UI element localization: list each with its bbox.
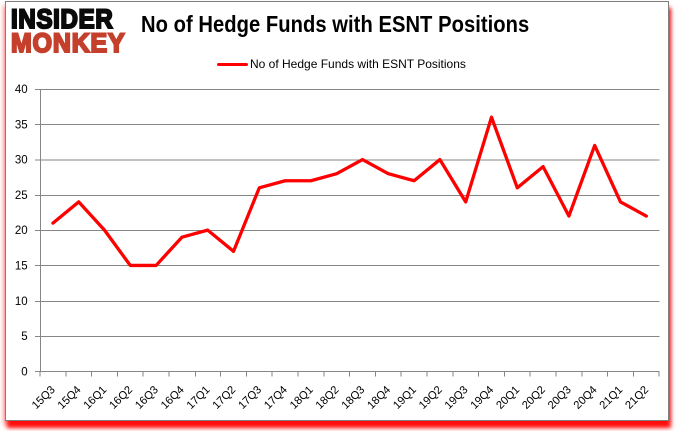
svg-text:18Q3: 18Q3 (339, 384, 367, 412)
svg-text:18Q4: 18Q4 (365, 384, 393, 412)
svg-text:21Q2: 21Q2 (623, 384, 651, 412)
svg-text:17Q3: 17Q3 (236, 384, 264, 412)
svg-text:19Q4: 19Q4 (468, 384, 496, 412)
svg-text:20Q4: 20Q4 (572, 384, 600, 412)
svg-text:16Q3: 16Q3 (133, 384, 161, 412)
svg-text:20Q2: 20Q2 (520, 384, 548, 412)
svg-text:25: 25 (15, 190, 28, 202)
svg-text:17Q2: 17Q2 (210, 384, 238, 412)
svg-text:20: 20 (15, 225, 28, 237)
svg-text:20Q1: 20Q1 (494, 384, 522, 412)
svg-text:15: 15 (15, 261, 28, 273)
svg-text:30: 30 (15, 155, 28, 167)
svg-text:21Q1: 21Q1 (597, 384, 625, 412)
svg-text:15Q3: 15Q3 (30, 384, 58, 412)
svg-text:0: 0 (21, 366, 27, 378)
svg-text:16Q2: 16Q2 (107, 384, 135, 412)
svg-text:16Q4: 16Q4 (159, 384, 187, 412)
svg-text:20Q3: 20Q3 (546, 384, 574, 412)
svg-text:18Q1: 18Q1 (288, 384, 316, 412)
svg-text:40: 40 (15, 84, 28, 96)
svg-text:19Q2: 19Q2 (417, 384, 445, 412)
svg-text:19Q3: 19Q3 (443, 384, 471, 412)
svg-text:17Q4: 17Q4 (262, 384, 290, 412)
svg-text:18Q2: 18Q2 (314, 384, 342, 412)
svg-text:16Q1: 16Q1 (81, 384, 109, 412)
svg-text:19Q1: 19Q1 (391, 384, 419, 412)
svg-text:5: 5 (21, 331, 27, 343)
svg-text:15Q4: 15Q4 (56, 384, 84, 412)
svg-text:10: 10 (15, 296, 28, 308)
svg-text:35: 35 (15, 119, 28, 131)
svg-text:17Q1: 17Q1 (185, 384, 213, 412)
